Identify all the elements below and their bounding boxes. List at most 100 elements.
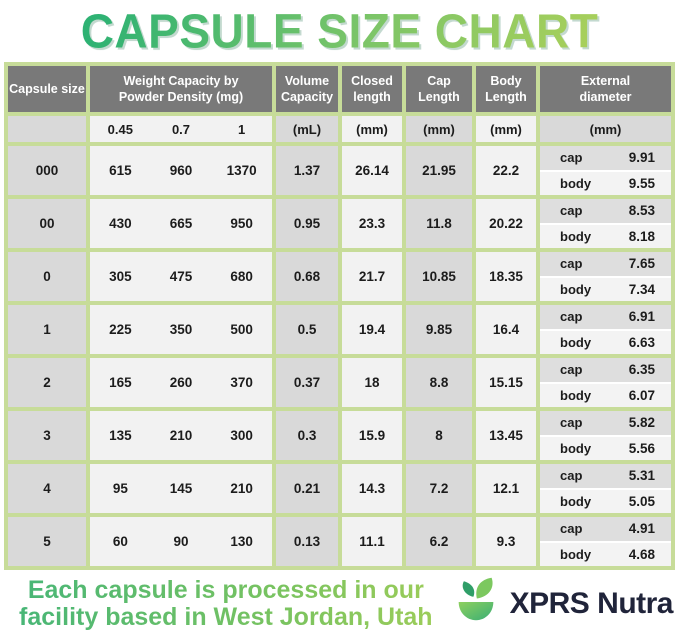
weight-045-value: 430 — [109, 216, 132, 231]
cap-length-cell: 8.8 — [406, 358, 472, 407]
footer-caption-line1: Each capsule is processed in our — [27, 575, 424, 604]
table-row: 1 225 350 500 0.5 19.4 9.85 16.4 cap 6.9… — [8, 305, 671, 354]
capsule-size-cell: 0 — [8, 252, 86, 301]
footer: Each capsule is processed in our facilit… — [0, 570, 679, 640]
external-body-row: body 5.56 — [540, 436, 671, 460]
header-cell-cap-length: Cap Length — [406, 66, 472, 112]
body-length-cell: 15.15 — [476, 358, 536, 407]
cap-length-cell: 9.85 — [406, 305, 472, 354]
body-length-cell: 18.35 — [476, 252, 536, 301]
weight-1-value: 370 — [230, 375, 253, 390]
header-label: Cap Length — [418, 73, 460, 104]
cap-label: cap — [560, 468, 583, 484]
cap-label: cap — [560, 256, 583, 272]
weight-capacity-cell: 615 960 1370 — [90, 146, 272, 195]
table-row: 5 60 90 130 0.13 11.1 6.2 9.3 cap 4.91 b… — [8, 517, 671, 566]
subheader-cell-volume-unit: (mL) — [276, 116, 338, 142]
body-label: body — [560, 281, 592, 297]
header-label: Capsule size — [9, 81, 85, 96]
external-body-row: body 9.55 — [540, 171, 671, 195]
body-label: body — [560, 228, 592, 244]
table-row: 0 305 475 680 0.68 21.7 10.85 18.35 cap … — [8, 252, 671, 301]
footer-caption-line2: facility based in West Jordan, Utah — [19, 603, 433, 631]
closed-length-cell: 23.3 — [342, 199, 402, 248]
leaf-bowl-icon — [450, 576, 502, 633]
subheader-cell-densities: 0.45 0.7 1 — [90, 116, 272, 142]
weight-07-value: 90 — [173, 534, 189, 549]
header-label: Closed length — [351, 73, 393, 104]
volume-capacity-cell: 0.13 — [276, 517, 338, 566]
closed-length-cell: 18 — [342, 358, 402, 407]
external-diameter-cell: cap 6.91 body 6.63 — [540, 305, 671, 354]
table-row: 2 165 260 370 0.37 18 8.8 15.15 cap 6.35… — [8, 358, 671, 407]
capsule-size-cell: 2 — [8, 358, 86, 407]
cap-diameter-value: 9.91 — [628, 150, 655, 166]
cap-length-cell: 8 — [406, 411, 472, 460]
body-label: body — [560, 175, 592, 191]
capsule-size-cell: 000 — [8, 146, 86, 195]
table-row: 00 430 665 950 0.95 23.3 11.8 20.22 cap … — [8, 199, 671, 248]
body-length-cell: 9.3 — [476, 517, 536, 566]
density-045-label: 0.45 — [107, 121, 133, 137]
external-diameter-cell: cap 8.53 body 8.18 — [540, 199, 671, 248]
subheader-cell-empty — [8, 116, 86, 142]
subheader-cell-cap-unit: (mm) — [406, 116, 472, 142]
header-cell-weight-capacity: Weight Capacity by Powder Density (mg) — [90, 66, 272, 112]
body-diameter-value: 8.18 — [628, 228, 655, 244]
table-row: 3 135 210 300 0.3 15.9 8 13.45 cap 5.82 … — [8, 411, 671, 460]
weight-045-value: 165 — [109, 375, 132, 390]
volume-capacity-cell: 0.68 — [276, 252, 338, 301]
header-cell-body-length: Body Length — [476, 66, 536, 112]
cap-label: cap — [560, 362, 583, 378]
header-cell-external-diameter: External diameter — [540, 66, 671, 112]
external-diameter-cell: cap 5.31 body 5.05 — [540, 464, 671, 513]
external-body-row: body 8.18 — [540, 224, 671, 248]
title-bar: CAPSULE SIZE CHART — [0, 0, 679, 62]
capsule-size-cell: 4 — [8, 464, 86, 513]
weight-045-value: 60 — [112, 534, 128, 549]
volume-capacity-cell: 1.37 — [276, 146, 338, 195]
cap-diameter-value: 7.65 — [628, 256, 655, 272]
weight-07-value: 350 — [169, 322, 193, 337]
external-diameter-cell: cap 4.91 body 4.68 — [540, 517, 671, 566]
body-label: body — [560, 334, 592, 350]
cap-diameter-value: 5.82 — [628, 415, 655, 431]
weight-capacity-cell: 305 475 680 — [90, 252, 272, 301]
volume-capacity-cell: 0.3 — [276, 411, 338, 460]
weight-1-value: 130 — [230, 534, 253, 549]
weight-07-value: 145 — [169, 481, 193, 496]
volume-capacity-cell: 0.5 — [276, 305, 338, 354]
body-length-cell: 22.2 — [476, 146, 536, 195]
external-cap-row: cap 8.53 — [540, 199, 671, 223]
weight-1-value: 680 — [230, 269, 253, 284]
external-body-row: body 5.05 — [540, 489, 671, 513]
subheader-cell-external-unit: (mm) — [540, 116, 671, 142]
weight-capacity-cell: 135 210 300 — [90, 411, 272, 460]
cap-length-cell: 7.2 — [406, 464, 472, 513]
brand-logo: XPRS Nutra — [450, 576, 674, 633]
body-length-cell: 20.22 — [476, 199, 536, 248]
body-label: body — [560, 440, 592, 456]
body-length-cell: 16.4 — [476, 305, 536, 354]
cap-length-cell: 21.95 — [406, 146, 472, 195]
subheader-cell-body-unit: (mm) — [476, 116, 536, 142]
cap-diameter-value: 6.91 — [628, 309, 655, 325]
closed-length-cell: 11.1 — [342, 517, 402, 566]
cap-length-cell: 10.85 — [406, 252, 472, 301]
body-label: body — [560, 546, 592, 562]
body-diameter-value: 7.34 — [628, 281, 655, 297]
body-label: body — [560, 387, 592, 403]
capsule-size-cell: 5 — [8, 517, 86, 566]
header-cell-volume-capacity: Volume Capacity — [276, 66, 338, 112]
weight-capacity-cell: 165 260 370 — [90, 358, 272, 407]
weight-capacity-cell: 95 145 210 — [90, 464, 272, 513]
cap-length-cell: 6.2 — [406, 517, 472, 566]
closed-length-cell: 26.14 — [342, 146, 402, 195]
closed-length-cell: 19.4 — [342, 305, 402, 354]
capsule-size-cell: 00 — [8, 199, 86, 248]
external-body-row: body 6.63 — [540, 330, 671, 354]
body-diameter-value: 9.55 — [628, 175, 655, 191]
weight-045-value: 135 — [109, 428, 132, 443]
external-cap-row: cap 4.91 — [540, 517, 671, 541]
external-body-row: body 7.34 — [540, 277, 671, 301]
